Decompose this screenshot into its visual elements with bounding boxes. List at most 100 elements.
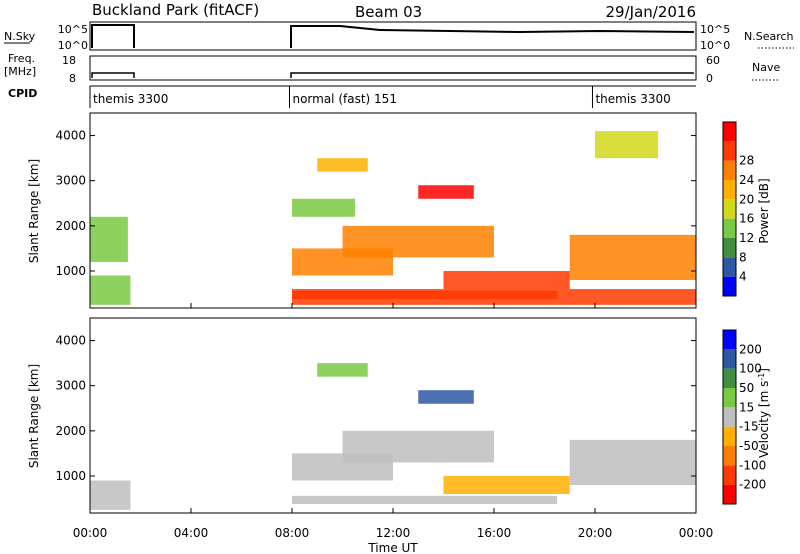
colorbar-segment bbox=[723, 276, 736, 296]
colorbar-tick-label: 16 bbox=[739, 212, 754, 226]
freq-panel-frame bbox=[89, 55, 697, 81]
nsky-label: N.Sky bbox=[4, 30, 36, 43]
colorbar-tick-label: 4 bbox=[739, 270, 747, 284]
heatmap-region bbox=[443, 475, 570, 495]
cpid-label: CPID bbox=[8, 87, 37, 100]
colorbar-frame bbox=[722, 121, 737, 297]
y-tick-label: 2000 bbox=[55, 219, 86, 233]
heatmap-region bbox=[292, 495, 558, 504]
x-axis-ticks: 00:00 04:00 08:00 12:00 16:00 20:00 00:00 bbox=[73, 303, 713, 540]
colorbar-segment bbox=[723, 330, 736, 350]
heatmap-region bbox=[443, 270, 570, 290]
freq-tick-high: 18 bbox=[62, 54, 76, 67]
heatmap-region bbox=[418, 185, 474, 199]
colorbar-segment bbox=[723, 218, 736, 238]
nave-label: Nave bbox=[752, 61, 780, 74]
cpid-segments: themis 3300 normal (fast) 151 themis 3300 bbox=[89, 86, 671, 108]
colorbar-segment bbox=[723, 426, 736, 446]
x-tick-label: 04:00 bbox=[174, 526, 209, 540]
heatmap-region bbox=[292, 198, 356, 217]
nave-tick-high: 60 bbox=[706, 54, 720, 67]
heatmap-region bbox=[317, 158, 368, 172]
heatmap-region bbox=[292, 289, 696, 305]
nsky-panel-frame bbox=[89, 21, 697, 51]
x-tick-label: 16:00 bbox=[477, 526, 512, 540]
power-colorbar-label: Power [dB] bbox=[757, 178, 771, 243]
colorbar-tick-label: 50 bbox=[739, 381, 754, 395]
colorbar-tick-label: 12 bbox=[739, 231, 754, 245]
nsearch-tick-low: 10^0 bbox=[700, 39, 730, 52]
colorbar-segment bbox=[723, 160, 736, 180]
freq-label-1: Freq. bbox=[8, 52, 35, 65]
velocity-colorbar-label: Velocity [m s-1] bbox=[757, 368, 771, 458]
colorbar-segment bbox=[723, 484, 736, 504]
station-title: Buckland Park (fitACF) bbox=[92, 1, 259, 19]
nsky-tick-high: 10^5 bbox=[58, 23, 88, 36]
colorbar-segment bbox=[723, 199, 736, 219]
colorbar-tick-label: -200 bbox=[739, 478, 766, 492]
colorbar-tick-label: -50 bbox=[739, 439, 759, 453]
heatmap-region bbox=[595, 131, 659, 159]
colorbar-segment bbox=[723, 257, 736, 277]
heatmap-region bbox=[317, 363, 368, 377]
heatmap-region bbox=[569, 234, 696, 281]
velocity-label-main: Velocity [m s bbox=[757, 381, 771, 458]
power-axis-ticks: 1000 2000 3000 4000 bbox=[55, 129, 696, 278]
power-ylabel: Slant Range [km] bbox=[27, 159, 41, 263]
cpid-segment-label: normal (fast) 151 bbox=[292, 92, 396, 106]
y-tick-label: 4000 bbox=[55, 129, 86, 143]
colorbar-tick-label: 28 bbox=[739, 154, 754, 168]
colorbar-frame bbox=[722, 329, 737, 505]
colorbar-segment bbox=[723, 388, 736, 408]
colorbar-tick-label: -15 bbox=[739, 420, 759, 434]
heatmap-region bbox=[342, 430, 494, 463]
colorbar-tick-label: 20 bbox=[739, 192, 754, 206]
colorbar-segment bbox=[723, 349, 736, 369]
colorbar-segment bbox=[723, 122, 736, 142]
freq-tick-low: 8 bbox=[69, 72, 76, 85]
velocity-label-exp: -1 bbox=[757, 373, 766, 381]
y-tick-label: 3000 bbox=[55, 379, 86, 393]
freq-label-2: [MHz] bbox=[4, 65, 36, 78]
cpid-segment-label: themis 3300 bbox=[595, 92, 670, 106]
y-tick-label: 4000 bbox=[55, 334, 86, 348]
power-heatmap bbox=[90, 131, 696, 305]
heatmap-region bbox=[90, 275, 131, 305]
colorbar-segment bbox=[723, 238, 736, 258]
colorbar-tick-label: -100 bbox=[739, 458, 766, 472]
colorbar-segment bbox=[723, 180, 736, 200]
colorbar-segment bbox=[723, 141, 736, 161]
nsky-tick-low: 10^0 bbox=[58, 39, 88, 52]
heatmap-region bbox=[342, 225, 494, 258]
colorbar-tick-label: 24 bbox=[739, 173, 754, 187]
y-tick-label: 3000 bbox=[55, 174, 86, 188]
cpid-segment-label: themis 3300 bbox=[93, 92, 168, 106]
x-tick-label: 08:00 bbox=[275, 526, 310, 540]
power-colorbar: 4 8 12 16 20 24 28 bbox=[722, 121, 754, 297]
y-tick-label: 1000 bbox=[55, 264, 86, 278]
y-tick-label: 1000 bbox=[55, 469, 86, 483]
colorbar-tick-label: 200 bbox=[739, 342, 762, 356]
heatmap-region bbox=[90, 480, 131, 510]
velocity-label-close: ] bbox=[757, 368, 771, 373]
colorbar-tick-label: 15 bbox=[739, 400, 754, 414]
x-tick-label: 12:00 bbox=[376, 526, 411, 540]
freq-trace bbox=[91, 72, 694, 78]
heatmap-region bbox=[418, 390, 474, 404]
nsearch-label: N.Search bbox=[744, 30, 794, 43]
x-axis-label: Time UT bbox=[367, 541, 418, 554]
colorbar-segment bbox=[723, 465, 736, 485]
nsearch-tick-high: 10^5 bbox=[700, 23, 730, 36]
colorbar-segment bbox=[723, 446, 736, 466]
colorbar-tick-label: 8 bbox=[739, 250, 747, 264]
velocity-colorbar: 200 100 50 15 -15 -50 -100 -200 bbox=[722, 329, 766, 505]
beam-title: Beam 03 bbox=[355, 3, 422, 21]
x-tick-label: 20:00 bbox=[578, 526, 613, 540]
y-tick-label: 2000 bbox=[55, 424, 86, 438]
velocity-heatmap bbox=[90, 363, 696, 510]
heatmap-region bbox=[569, 439, 696, 486]
colorbar-tick-label: 100 bbox=[739, 362, 762, 376]
date-title: 29/Jan/2016 bbox=[606, 3, 697, 21]
x-tick-label: 00:00 bbox=[73, 526, 108, 540]
